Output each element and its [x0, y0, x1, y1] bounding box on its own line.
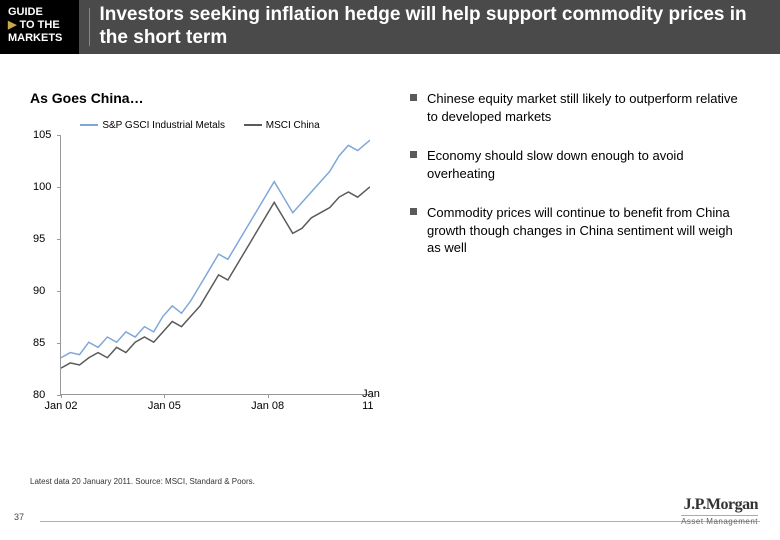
plot-area: 80859095100105Jan 02Jan 05Jan 08Jan 11 — [60, 135, 370, 395]
logo-sub: Asset Management — [681, 515, 758, 526]
bullets-column: Chinese equity market still likely to ou… — [390, 90, 740, 420]
source-note: Latest data 20 January 2011. Source: MSC… — [30, 477, 255, 486]
y-tick — [57, 343, 61, 344]
y-tick — [57, 239, 61, 240]
x-tick — [268, 394, 269, 398]
bullet-marker — [410, 208, 417, 215]
bullet-marker — [410, 151, 417, 158]
legend-label-1: MSCI China — [266, 120, 320, 131]
legend-item: MSCI China — [244, 120, 320, 131]
guide-logo: GUIDE ▶ TO THE MARKETS — [0, 0, 79, 54]
guide-line2: ▶ TO THE — [8, 19, 71, 32]
legend-swatch-0 — [80, 124, 98, 126]
y-axis-label: 90 — [33, 285, 45, 297]
chart-column: As Goes China… S&P GSCI Industrial Metal… — [30, 90, 390, 420]
chart-lines — [61, 135, 370, 394]
content-area: As Goes China… S&P GSCI Industrial Metal… — [30, 90, 760, 420]
line-chart: S&P GSCI Industrial Metals MSCI China 80… — [30, 120, 370, 420]
x-axis-label: Jan 05 — [148, 400, 181, 412]
y-tick — [57, 135, 61, 136]
x-axis-label: Jan 11 — [362, 388, 380, 412]
page-number: 37 — [14, 512, 24, 522]
header-divider — [89, 8, 90, 46]
series-line — [61, 140, 370, 358]
jpmorgan-logo: J.P.Morgan Asset Management — [681, 496, 758, 526]
y-axis-label: 80 — [33, 389, 45, 401]
footer-rule — [40, 521, 760, 522]
y-axis-label: 85 — [33, 337, 45, 349]
bullet-item: Chinese equity market still likely to ou… — [410, 90, 740, 125]
y-axis-label: 100 — [33, 181, 51, 193]
bullet-item: Economy should slow down enough to avoid… — [410, 147, 740, 182]
footer: 37 — [14, 507, 760, 522]
x-axis-label: Jan 08 — [251, 400, 284, 412]
x-tick — [61, 394, 62, 398]
y-axis-label: 105 — [33, 129, 51, 141]
bullet-marker — [410, 94, 417, 101]
bullet-text: Commodity prices will continue to benefi… — [427, 204, 740, 257]
bullet-text: Economy should slow down enough to avoid… — [427, 147, 740, 182]
bullet-item: Commodity prices will continue to benefi… — [410, 204, 740, 257]
bullet-text: Chinese equity market still likely to ou… — [427, 90, 740, 125]
series-line — [61, 187, 370, 368]
x-tick — [164, 394, 165, 398]
legend-label-0: S&P GSCI Industrial Metals — [102, 120, 225, 131]
y-axis-label: 95 — [33, 233, 45, 245]
page-title: Investors seeking inflation hedge will h… — [99, 4, 780, 50]
chart-legend: S&P GSCI Industrial Metals MSCI China — [30, 120, 370, 131]
chart-title: As Goes China… — [30, 90, 390, 106]
logo-main: J.P.Morgan — [681, 496, 758, 514]
y-tick — [57, 187, 61, 188]
x-axis-label: Jan 02 — [44, 400, 77, 412]
guide-line1: GUIDE — [8, 6, 71, 19]
guide-line3: MARKETS — [8, 32, 71, 45]
header-bar: GUIDE ▶ TO THE MARKETS Investors seeking… — [0, 0, 780, 54]
legend-swatch-1 — [244, 124, 262, 126]
legend-item: S&P GSCI Industrial Metals — [80, 120, 225, 131]
x-tick — [371, 394, 372, 398]
y-tick — [57, 291, 61, 292]
